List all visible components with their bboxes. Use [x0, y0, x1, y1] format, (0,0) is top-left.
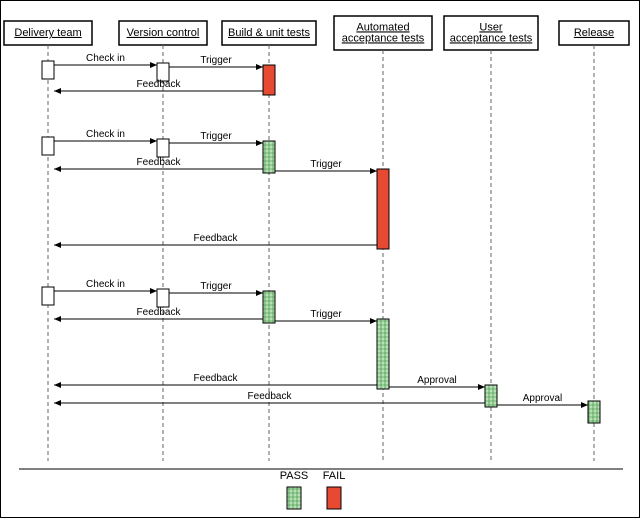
lane-label-release: Release — [574, 27, 614, 39]
activation-build-pass — [263, 291, 275, 323]
lane-label-aat: acceptance tests — [342, 32, 425, 44]
arrow-label: Trigger — [310, 309, 342, 320]
arrow-label: Feedback — [137, 79, 182, 90]
arrow-label: Trigger — [310, 159, 342, 170]
activation-build-fail — [263, 65, 275, 95]
activation-delivery-plain — [42, 61, 54, 79]
activation-delivery-plain — [42, 137, 54, 155]
activation-uat-pass — [485, 385, 497, 407]
arrow-label: Feedback — [137, 307, 182, 318]
activation-vcs-plain — [157, 289, 169, 307]
arrow-label: Feedback — [194, 233, 239, 244]
arrow-label: Trigger — [200, 131, 232, 142]
arrow-label: Trigger — [200, 281, 232, 292]
arrow-label: Check in — [86, 279, 125, 290]
arrow-label: Trigger — [200, 55, 232, 66]
arrow-label: Check in — [86, 129, 125, 140]
legend-pass-label: PASS — [280, 470, 309, 482]
activation-aat-fail — [377, 169, 389, 249]
arrow-label: Feedback — [194, 373, 239, 384]
arrow-label: Feedback — [137, 157, 182, 168]
arrow-label: Approval — [523, 393, 562, 404]
activation-aat-pass — [377, 319, 389, 389]
activation-vcs-plain — [157, 139, 169, 157]
legend-pass-swatch — [287, 487, 301, 509]
legend-fail-swatch — [327, 487, 341, 509]
lane-label-build: Build & unit tests — [228, 27, 310, 39]
arrow-label: Check in — [86, 53, 125, 64]
lane-label-uat: acceptance tests — [450, 32, 533, 44]
sequence-diagram: Delivery team Version control Build & unit… — [0, 0, 640, 518]
activation-build-pass — [263, 141, 275, 173]
lane-label-delivery: Delivery team — [14, 27, 81, 39]
activation-release-pass — [588, 401, 600, 423]
legend-fail-label: FAIL — [323, 470, 346, 482]
arrow-label: Feedback — [248, 391, 293, 402]
activation-delivery-plain — [42, 287, 54, 305]
arrow-label: Approval — [417, 375, 456, 386]
lane-label-vcs: Version control — [127, 27, 200, 39]
diagram-canvas: Delivery team Version control Build & unit… — [1, 1, 640, 519]
